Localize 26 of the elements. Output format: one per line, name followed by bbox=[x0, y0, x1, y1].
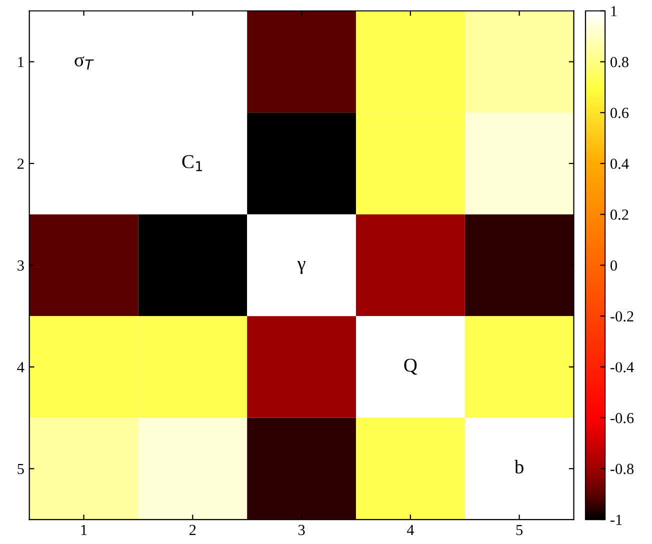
data-label: σ$_{T}$ bbox=[74, 56, 94, 70]
data-label: C$_{1}$ bbox=[182, 155, 202, 172]
color-bar-label: 0 bbox=[610, 260, 617, 271]
y-tick-label: 2 bbox=[18, 158, 24, 169]
color-bar-label: -0.4 bbox=[610, 362, 634, 372]
x-tick-label: 3 bbox=[298, 524, 305, 536]
color-bar-label: 0.6 bbox=[610, 108, 629, 118]
color-bar-label: -0.2 bbox=[610, 311, 634, 322]
color-bar-label: -0.6 bbox=[610, 412, 634, 424]
color-bar-label: 1 bbox=[611, 6, 617, 16]
x-tick-label: 2 bbox=[190, 524, 196, 535]
data-label: b bbox=[514, 460, 524, 474]
y-tick-label: 4 bbox=[17, 362, 24, 372]
data-label: Q bbox=[404, 358, 418, 375]
y-tick-label: 3 bbox=[18, 260, 24, 271]
color-bar-label: 0.4 bbox=[610, 158, 629, 169]
color-bar-label: -1 bbox=[610, 514, 622, 525]
x-tick-label: 4 bbox=[406, 524, 414, 535]
x-tick-label: 5 bbox=[516, 524, 523, 536]
color-bar-label: -0.8 bbox=[610, 464, 634, 474]
color-bar-label: 0.2 bbox=[610, 209, 628, 220]
color-bar-label: 0.8 bbox=[610, 56, 628, 68]
y-tick-label: 5 bbox=[18, 464, 24, 474]
x-tick-label: 1 bbox=[81, 524, 87, 535]
data-label: γ bbox=[297, 260, 306, 274]
y-tick-label: 1 bbox=[18, 56, 24, 68]
